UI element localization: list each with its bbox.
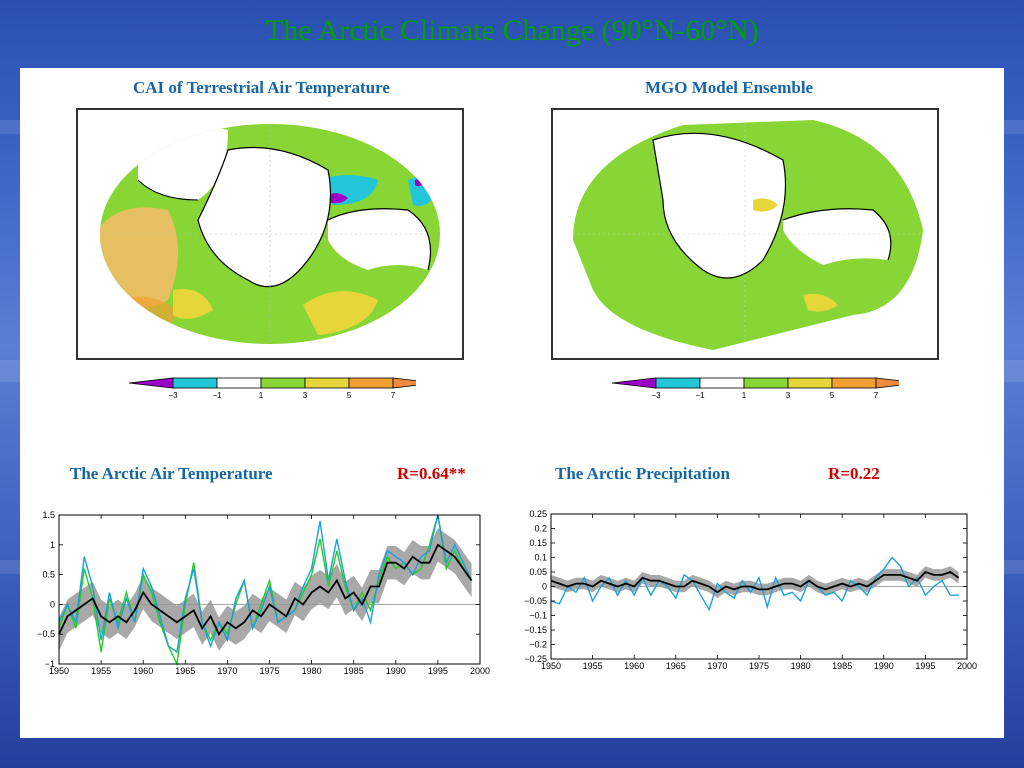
colorbar-segment	[172, 377, 218, 389]
colorbar-segment	[128, 377, 174, 389]
colorbar-tick-label: 7	[874, 391, 879, 400]
map-model	[551, 108, 939, 360]
y-tick-label: 0.15	[529, 538, 547, 548]
x-tick-label: 1990	[386, 666, 406, 676]
x-tick-label: 1950	[49, 666, 69, 676]
series-line-2	[550, 570, 960, 594]
x-tick-label: 1990	[874, 661, 894, 671]
x-tick-label: 1985	[344, 666, 364, 676]
colorbar-segment	[655, 377, 701, 389]
colorbar-segment	[216, 377, 262, 389]
colorbar-segment	[831, 377, 877, 389]
colorbar-segment	[699, 377, 745, 389]
map-caption-terrestrial: CAI of Terrestrial Air Temperature	[133, 78, 390, 97]
colorbar-tick-label: −1	[212, 391, 222, 400]
colorbar-segment	[260, 377, 306, 389]
x-tick-label: 1980	[791, 661, 811, 671]
colorbar-model: −3 −1 1 3 5 7	[611, 377, 899, 400]
y-tick-label: −0.5	[37, 629, 55, 639]
colorbar-segment	[392, 377, 416, 389]
series-line-3	[58, 543, 473, 636]
x-tick-label: 1970	[707, 661, 727, 671]
temperature-chart: 1950 1955 1960 1965 1970 1975 1980 1985 1990 1995…	[37, 510, 490, 676]
x-tick-label: 1975	[259, 666, 279, 676]
y-tick-label: 0	[542, 582, 547, 592]
y-tick-label: −0.25	[524, 654, 547, 664]
colorbar-tick-label: 1	[259, 391, 264, 400]
x-tick-label: 1965	[666, 661, 686, 671]
colorbar-observed: −3 −1 1 3 5 7	[128, 377, 416, 400]
chart-title-precipitation: The Arctic Precipitation	[555, 464, 731, 483]
y-tick-label: −0.1	[529, 611, 547, 621]
colorbar-tick-label: −3	[651, 391, 661, 400]
x-tick-label: 1960	[133, 666, 153, 676]
r-value-precipitation: R=0.22	[828, 464, 880, 483]
series-line-1	[58, 514, 473, 667]
colorbar-tick-label: 5	[347, 391, 352, 400]
x-tick-label: 2000	[957, 661, 977, 671]
x-tick-label: 1955	[91, 666, 111, 676]
x-tick-label: 1955	[583, 661, 603, 671]
colorbar-segment	[875, 377, 899, 389]
x-tick-label: 1960	[624, 661, 644, 671]
y-tick-label: 0.25	[529, 509, 547, 519]
map-observed	[76, 108, 464, 360]
x-tick-label: 1995	[915, 661, 935, 671]
colorbar-tick-label: 3	[303, 391, 308, 400]
colorbar-segment	[611, 377, 657, 389]
colorbar-segment	[304, 377, 350, 389]
colorbar-tick-label: 3	[786, 391, 791, 400]
y-tick-label: 0.2	[534, 524, 547, 534]
y-tick-label: 1.5	[42, 510, 55, 520]
colorbar-tick-label: −1	[695, 391, 705, 400]
x-tick-label: 1980	[302, 666, 322, 676]
x-tick-label: 1970	[217, 666, 237, 676]
x-tick-label: 1975	[749, 661, 769, 671]
y-tick-label: 0.05	[529, 567, 547, 577]
colorbar-tick-label: 1	[742, 391, 747, 400]
series-line-2	[58, 514, 473, 654]
y-tick-label: −0.15	[524, 625, 547, 635]
precipitation-chart: 1950 1955 1960 1965 1970 1975 1980 1985 1990 1995…	[524, 509, 977, 671]
y-tick-label: −0.2	[529, 640, 547, 650]
series-line-1	[550, 556, 959, 612]
y-tick-label: −1	[45, 659, 55, 669]
y-tick-label: 0	[50, 599, 55, 609]
colorbar-tick-label: 5	[830, 391, 835, 400]
y-tick-label: −0.05	[524, 596, 547, 606]
colorbar-tick-label: −3	[168, 391, 178, 400]
x-tick-label: 1985	[832, 661, 852, 671]
map-caption-model: MGO Model Ensemble	[645, 78, 814, 97]
ensemble-spread-band	[551, 566, 959, 599]
ensemble-spread-band	[59, 528, 472, 651]
content-panel: CAI of Terrestrial Air Temperature MGO M…	[20, 68, 1004, 738]
y-tick-label: 0.1	[534, 553, 547, 563]
x-tick-label: 1950	[541, 661, 561, 671]
x-tick-label: 2000	[470, 666, 490, 676]
y-tick-label: 1	[50, 540, 55, 550]
colorbar-segment	[743, 377, 789, 389]
colorbar-segment	[348, 377, 394, 389]
colorbar-tick-label: 7	[391, 391, 396, 400]
colorbar-segment	[787, 377, 833, 389]
r-value-temperature: R=0.64**	[397, 464, 466, 483]
x-tick-label: 1965	[175, 666, 195, 676]
y-tick-label: 0.5	[42, 570, 55, 580]
x-tick-label: 1995	[428, 666, 448, 676]
chart-title-temperature: The Arctic Air Temperature	[70, 464, 273, 483]
page-title: The Arctic Climate Change (90°N-60°N)	[265, 14, 759, 47]
